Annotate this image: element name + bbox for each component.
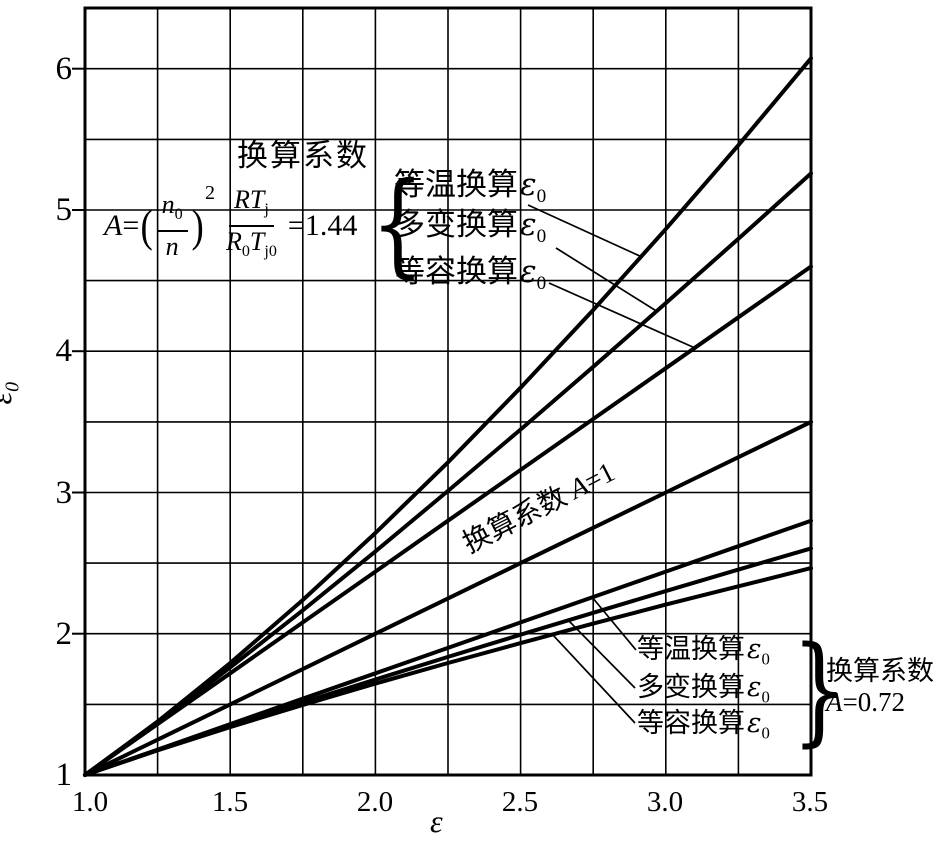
curve-换算系数 A=1 (83, 419, 813, 777)
exponent: 2 (204, 182, 215, 204)
curve-label-isochoric-072: 等容换算ε0 (637, 708, 770, 743)
curve-label-isothermal-072: 等温换算ε0 (637, 634, 770, 669)
close-paren: ) (191, 200, 204, 252)
leader-line (555, 247, 659, 313)
curve-label-polytropic-072: 多变换算ε0 (637, 672, 770, 707)
open-paren: ( (140, 200, 154, 252)
curve-label-isothermal-144: 等温换算ε0 (394, 167, 547, 208)
curve-等温换算ε0 (A=1.44) (83, 56, 813, 777)
x-axis-title: ε (430, 803, 443, 839)
x-tick-2.0: 2.0 (356, 786, 394, 818)
x-tick-1.0: 1.0 (71, 786, 109, 818)
y-tick-5: 5 (55, 192, 73, 228)
y-tick-4: 4 (55, 333, 73, 369)
x-tick-2.5: 2.5 (501, 786, 539, 818)
x-tick-1.5: 1.5 (211, 786, 249, 818)
y-tick-1: 1 (55, 757, 73, 793)
formula-result: =1.44 (287, 209, 358, 243)
leader-line (527, 204, 643, 258)
y-axis-title: ε0 (0, 381, 24, 405)
curve-等容换算ε0 (A=0.72) (83, 566, 813, 777)
formula-lhs: A (104, 209, 123, 243)
bottom-group-coefficient: A=0.72 (826, 687, 905, 717)
leader-line (567, 619, 636, 689)
y-tick-6: 6 (55, 51, 73, 87)
leader-line (591, 596, 637, 651)
x-tick-3.5: 3.5 (791, 786, 829, 818)
curve-多变换算ε0 (A=1.44) (83, 171, 813, 777)
curve-label-isochoric-144: 等容换算ε0 (394, 254, 547, 295)
curve-label-polytropic-144: 多变换算ε0 (394, 207, 547, 248)
leader-line (548, 282, 696, 349)
leader-line (551, 633, 636, 724)
conversion-coefficient-formula: A =(n0 n) 2 RTj R0Tj0 =1.44 (104, 182, 358, 266)
y-tick-3: 3 (55, 475, 73, 511)
speed-ratio-fraction: n0 n (156, 191, 188, 261)
plot-border (83, 6, 813, 777)
gas-constant-fraction: RTj R0Tj0 (225, 185, 277, 261)
top-group-heading: 换算系数 (237, 138, 369, 173)
bottom-group-brace: } (791, 620, 848, 758)
bottom-group-heading: 换算系数 (826, 656, 934, 686)
top-group-brace: { (370, 159, 425, 289)
curve-等容换算ε0 (A=1.44) (83, 264, 813, 777)
x-tick-3.0: 3.0 (646, 786, 684, 818)
y-tick-2: 2 (55, 616, 73, 652)
